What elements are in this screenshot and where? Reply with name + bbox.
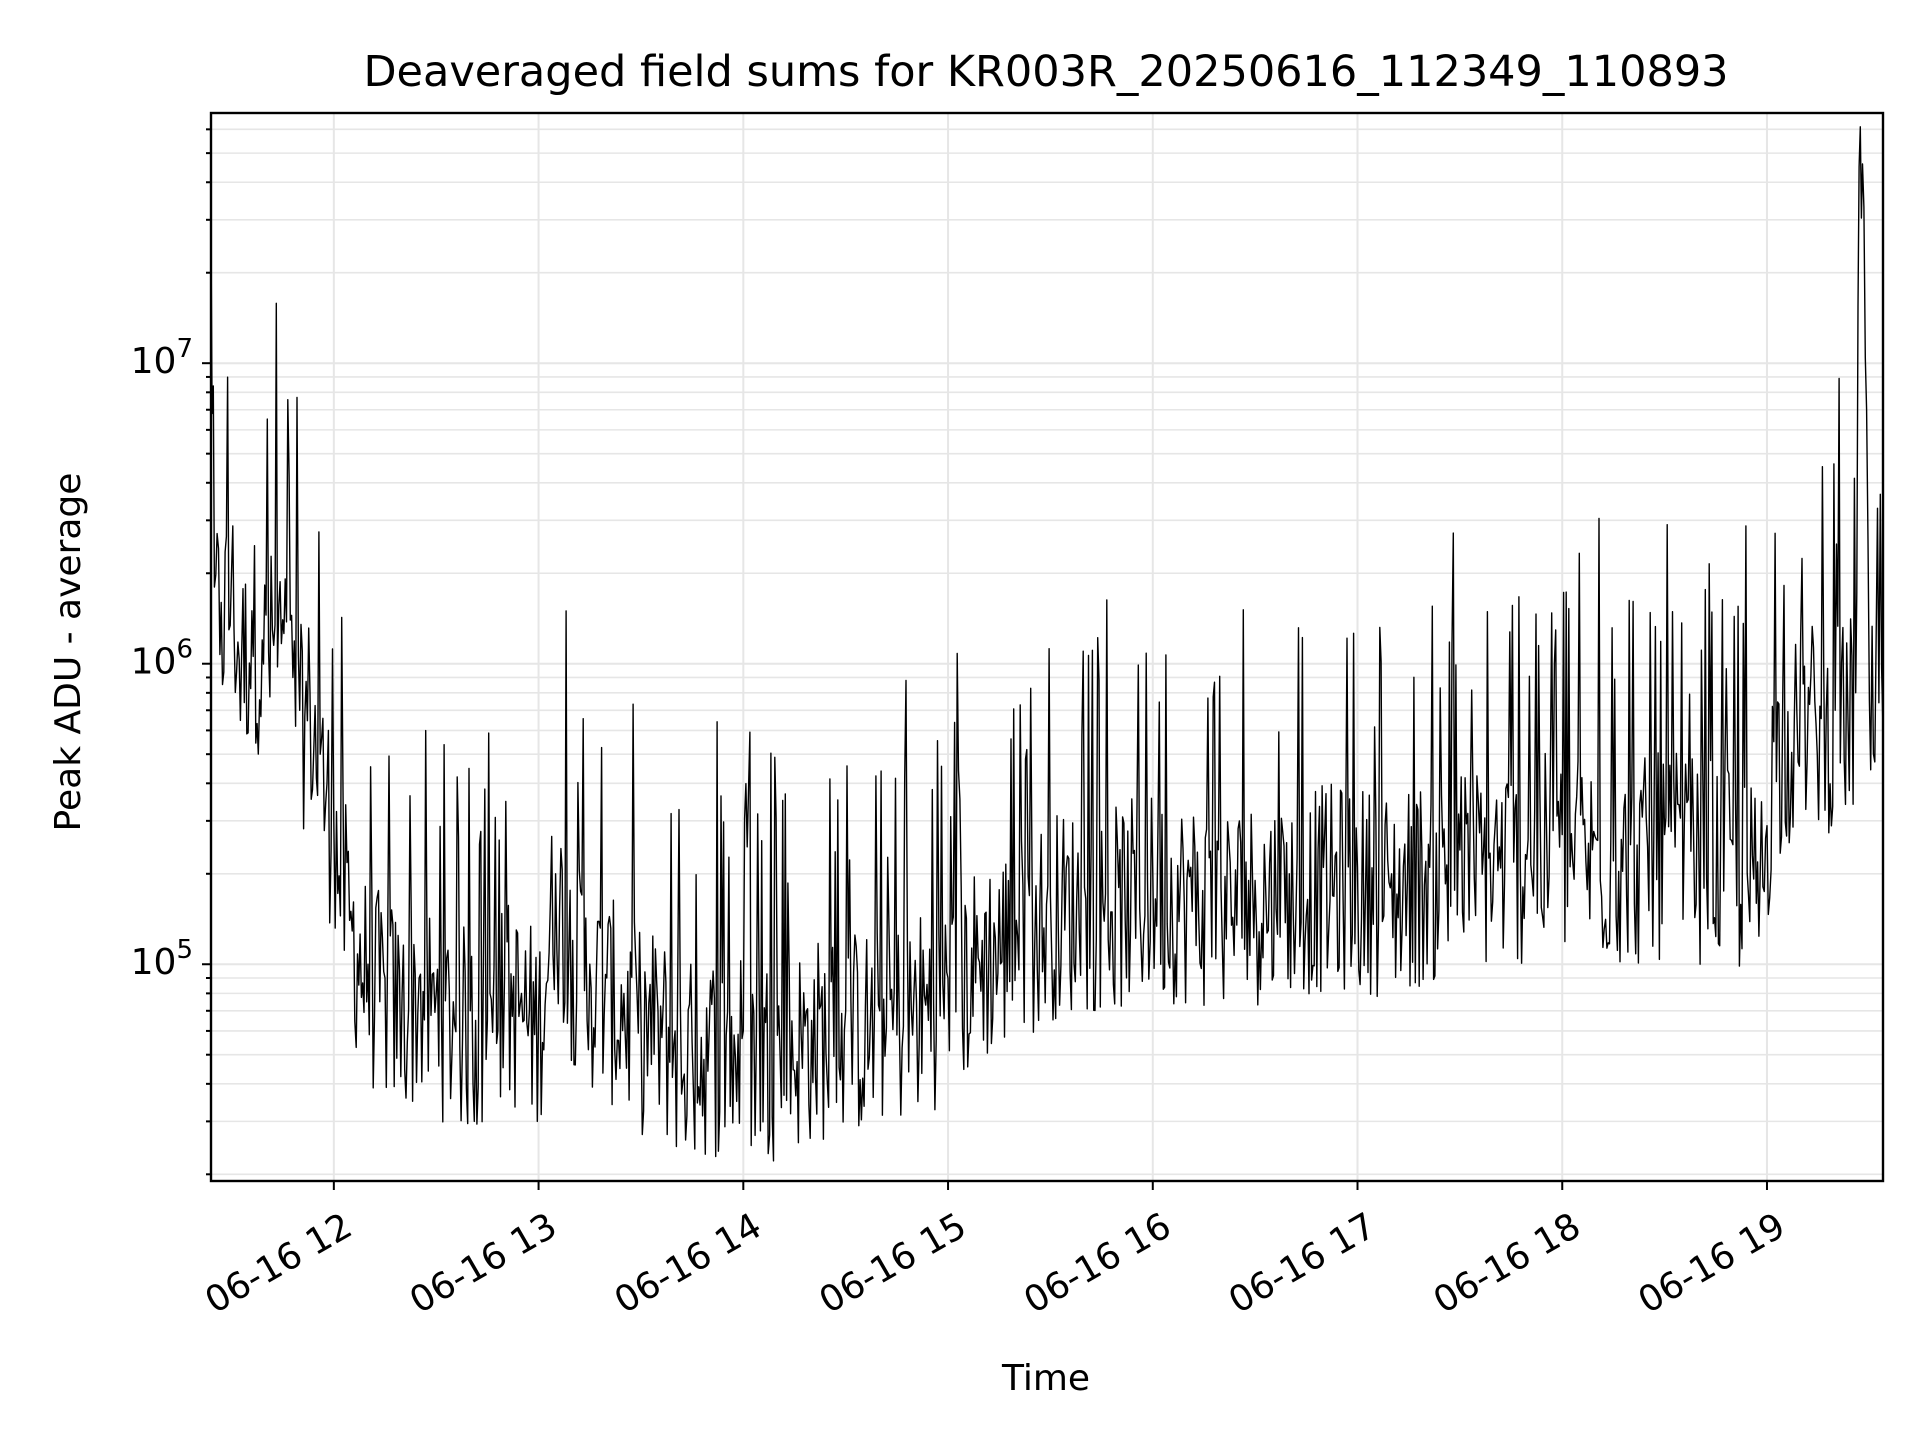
- y-tick-label: 106: [131, 635, 193, 683]
- y-tick-label: 107: [131, 334, 193, 382]
- series-line: [210, 126, 1884, 1162]
- y-tick-label: 105: [131, 935, 193, 983]
- plot-frame: [209, 111, 1885, 1183]
- chart-title: Deaveraged field sums for KR003R_2025061…: [363, 47, 1728, 97]
- x-axis-label: Time: [1001, 1358, 1090, 1399]
- series-layer: [210, 126, 1884, 1162]
- y-axis-label: Peak ADU - average: [48, 473, 89, 832]
